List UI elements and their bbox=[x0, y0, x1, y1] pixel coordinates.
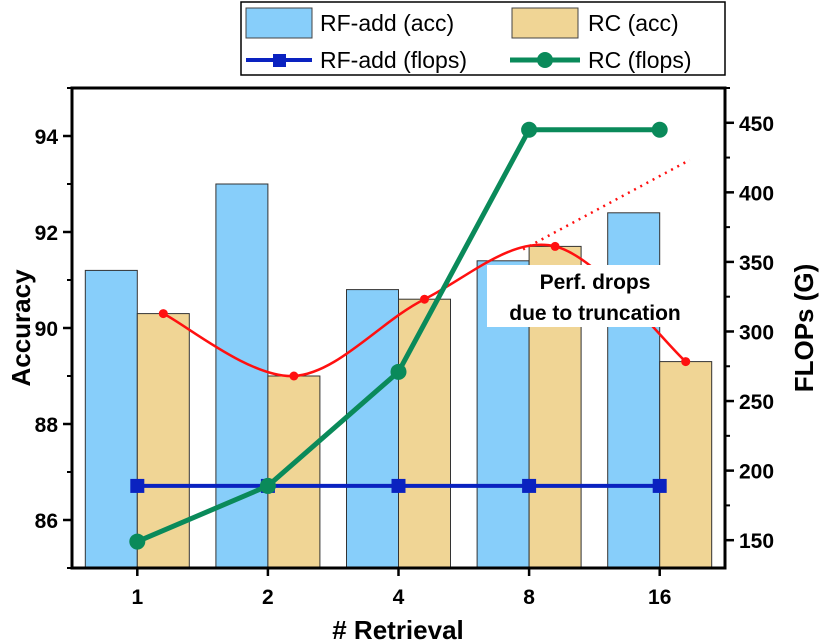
x-tick-label-8: 8 bbox=[523, 586, 535, 609]
annotation-line-2: due to truncation bbox=[509, 302, 681, 325]
y-right-tick-label-150: 150 bbox=[739, 530, 774, 553]
legend-label-rf-add-acc: RF-add (acc) bbox=[320, 10, 454, 36]
y-left-tick-label-90: 90 bbox=[35, 318, 58, 341]
trend-point-1 bbox=[158, 309, 168, 319]
legend-swatch-rc-acc bbox=[511, 7, 579, 39]
y-right-tick-label-450: 450 bbox=[739, 113, 774, 136]
y-left-tick-label-86: 86 bbox=[35, 510, 58, 533]
x-tick-label-1: 1 bbox=[131, 586, 143, 609]
x-tick-label-16: 16 bbox=[648, 586, 671, 609]
trend-extrapolation bbox=[522, 158, 691, 251]
annotation-line-1: Perf. drops bbox=[540, 271, 651, 294]
legend-label-rc-flops: RC (flops) bbox=[588, 47, 692, 73]
x-axis-label: # Retrieval bbox=[332, 615, 464, 642]
legend-box bbox=[240, 1, 726, 76]
y-left-tick-label-92: 92 bbox=[35, 222, 58, 245]
axes-layer: 1 2 4 8 16 86 88 90 92 94 150 200 250 300 350 400 450 bbox=[35, 87, 774, 609]
marker-rc-flops--4 bbox=[390, 363, 407, 380]
annotation-box bbox=[487, 265, 700, 327]
y-left-tick-label-94: 94 bbox=[35, 126, 59, 149]
marker-rc-flops--16 bbox=[651, 121, 668, 138]
trend-point-2 bbox=[289, 371, 299, 381]
marker-rc-flops--8 bbox=[521, 121, 538, 138]
marker-rf-add-flops--16 bbox=[652, 478, 667, 493]
marker-rf-add-flops--1 bbox=[130, 478, 145, 493]
legend-swatch-rf-add-acc bbox=[245, 7, 313, 39]
annotation: Perf. drops due to truncation bbox=[487, 265, 700, 327]
bar-rf-add-acc--1 bbox=[84, 269, 138, 569]
bar-rf-add-acc--2 bbox=[215, 183, 269, 569]
y-right-tick-label-250: 250 bbox=[739, 391, 774, 414]
y-axis-label-left: Accuracy bbox=[6, 269, 36, 387]
y-left-tick-label-88: 88 bbox=[35, 414, 59, 437]
legend-label-rf-add-flops: RF-add (flops) bbox=[320, 47, 467, 73]
y-axis-label-right: FLOPs (G) bbox=[789, 264, 819, 393]
legend: RF-add (acc) RC (acc) RF-add (flops) RC … bbox=[240, 1, 726, 76]
y-right-tick-label-400: 400 bbox=[739, 182, 774, 205]
legend-marker-rc-flops bbox=[537, 52, 553, 68]
x-tick-label-4: 4 bbox=[393, 586, 405, 609]
x-tick-label-2: 2 bbox=[262, 586, 274, 609]
trend-point-8 bbox=[550, 241, 560, 251]
trend-point-16 bbox=[681, 357, 691, 367]
marker-rc-flops--1 bbox=[129, 533, 146, 550]
legend-marker-rf-add-flops bbox=[273, 54, 286, 67]
y-right-tick-label-350: 350 bbox=[739, 252, 774, 275]
marker-rf-add-flops--8 bbox=[522, 478, 537, 493]
bar-rf-add-acc--4 bbox=[346, 289, 399, 569]
trend-point-4 bbox=[420, 294, 429, 304]
lines-layer bbox=[129, 121, 668, 550]
bar-rc-acc--16 bbox=[659, 361, 713, 569]
marker-rf-add-flops--4 bbox=[391, 478, 406, 493]
marker-rc-flops--2 bbox=[259, 477, 276, 494]
bar-rc-acc--2 bbox=[267, 375, 321, 569]
y-right-tick-label-200: 200 bbox=[739, 461, 774, 484]
y-right-tick-label-300: 300 bbox=[739, 321, 774, 344]
legend-label-rc-acc: RC (acc) bbox=[588, 10, 679, 36]
bar-rc-acc--4 bbox=[398, 298, 451, 569]
